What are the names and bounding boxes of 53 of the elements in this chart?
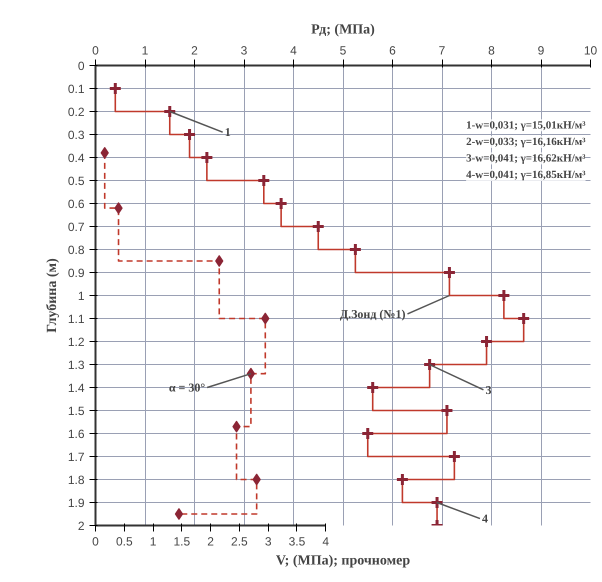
y-tick-label: 2	[78, 519, 85, 533]
y-tick-label: 1.3	[68, 358, 85, 372]
x2-tick-label: 6	[389, 44, 396, 58]
x-tick-label: 1	[150, 534, 157, 548]
annotation: 3	[485, 382, 492, 397]
y-tick-label: 0	[78, 59, 85, 73]
x-axis-title: V; (МПа); прочномер	[276, 554, 410, 568]
annotation: 1	[224, 125, 231, 140]
x-tick-label: 0.5	[116, 534, 133, 548]
x2-tick-label: 10	[584, 44, 598, 58]
annotation: 4	[482, 512, 488, 526]
annotation: 4-w=0,041; γ=16,85кН/м³	[466, 168, 586, 181]
y-tick-label: 0.9	[68, 266, 85, 280]
y-tick-label: 0.8	[68, 243, 85, 257]
y-tick-label: 1.4	[68, 381, 85, 395]
y-tick-label: 0.4	[68, 151, 85, 165]
x2-tick-label: 9	[538, 44, 545, 58]
x2-tick-label: 7	[438, 44, 446, 58]
y-tick-label: 1.2	[68, 335, 85, 349]
y-tick-label: 1.6	[68, 427, 85, 441]
annotation: 1-w=0,031; γ=15,01кН/м³	[466, 119, 586, 132]
x-tick-label: 0	[92, 534, 100, 548]
x2-tick-label: 8	[488, 44, 496, 58]
annotation: 3-w=0,041; γ=16,62кН/м³	[466, 152, 586, 164]
x-tick-label: 4	[322, 534, 330, 548]
x2-tick-label: 0	[92, 44, 100, 58]
x2-axis-title: Рд; (МПа)	[311, 22, 376, 38]
y-tick-label: 0.5	[68, 174, 85, 188]
y-tick-label: 1.7	[68, 450, 85, 464]
y-tick-label: 0.7	[68, 220, 85, 234]
y-tick-label: 0.2	[68, 105, 85, 119]
y-tick-label: 0.1	[68, 82, 85, 96]
annotation: α = 30°	[168, 380, 206, 394]
x-tick-label: 3.5	[288, 534, 306, 548]
annotation: 2-w=0,033; γ=16,16кН/м³	[466, 136, 586, 148]
x-tick-label: 2.5	[231, 534, 248, 548]
y-tick-label: 1	[78, 289, 85, 303]
x2-tick-label: 1	[142, 44, 149, 58]
x2-tick-label: 2	[191, 44, 198, 58]
y-tick-label: 1.9	[68, 496, 85, 510]
x2-tick-label: 3	[240, 44, 248, 58]
x-tick-label: 3	[264, 534, 272, 548]
y-tick-label: 1.1	[68, 312, 85, 326]
y-tick-label: 1.8	[68, 473, 85, 487]
y-tick-label: 0.6	[68, 197, 85, 211]
y-axis-title: Глубина (м)	[44, 258, 60, 333]
x-tick-label: 1.5	[173, 534, 191, 548]
y-tick-label: 0.3	[68, 128, 85, 142]
x2-tick-label: 5	[340, 44, 347, 58]
annotation: Д.Зонд (№1)	[340, 306, 406, 321]
x-tick-label: 2	[207, 534, 214, 548]
y-tick-label: 1.5	[68, 404, 85, 418]
x2-tick-label: 4	[290, 44, 298, 58]
